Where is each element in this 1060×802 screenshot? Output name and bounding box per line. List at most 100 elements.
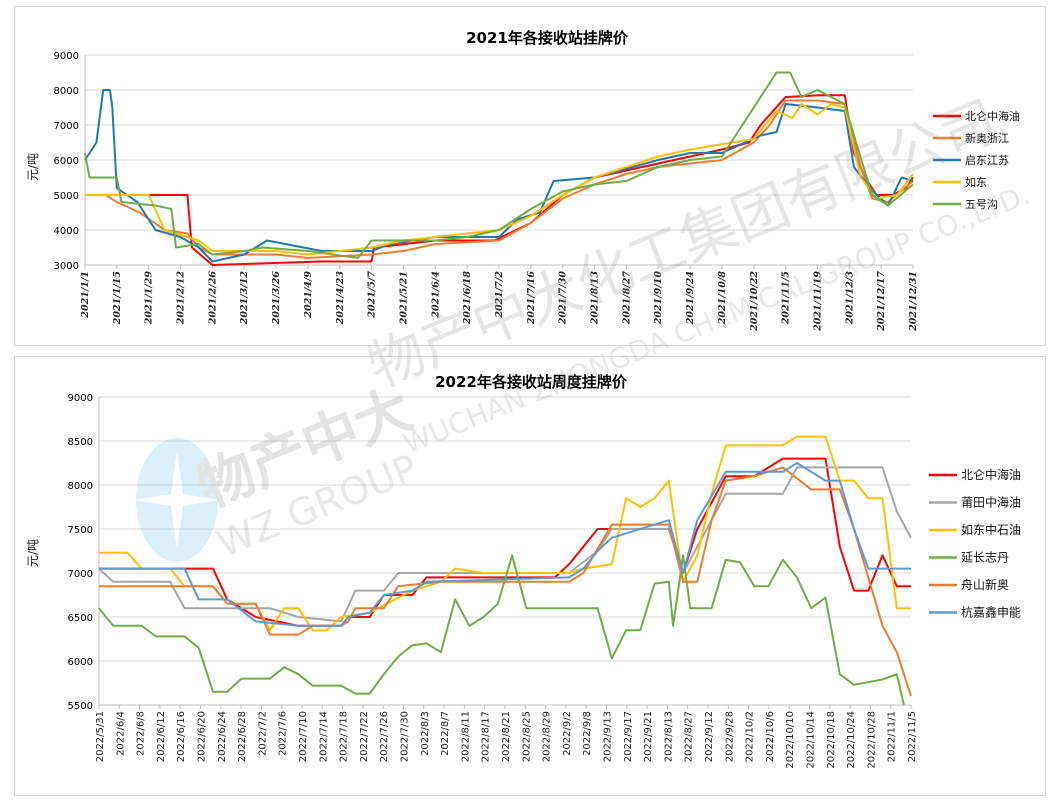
x-tick-label: 2021/11/19	[812, 271, 823, 332]
legend-label: 杭嘉鑫申能	[961, 605, 1021, 620]
x-tick-label: 2022/8/25	[521, 711, 532, 762]
x-tick-label: 2022/10/2	[745, 711, 756, 762]
chart-2022: 2022年各接收站周度挂牌价 元/吨 5500 6000 6500 7000 7500 8…	[26, 373, 1021, 769]
x-tick-label: 2021/11/5	[781, 271, 792, 326]
x-tick-label: 2021/3/12	[239, 271, 250, 326]
y-axis-label-2021: 元/吨	[26, 153, 40, 181]
x-tick-label: 2022/6/28	[237, 711, 248, 762]
x-tick-label: 2022/10/6	[765, 711, 776, 762]
x-tick-label: 2021/5/7	[367, 271, 378, 319]
y-tick-label: 4000	[54, 226, 79, 237]
x-tick-label: 2021/8/27	[621, 271, 632, 326]
x-tick-label: 2022/7/18	[339, 711, 350, 762]
x-tick-label: 2021/2/12	[176, 271, 187, 326]
y-tick-label: 9000	[68, 393, 93, 404]
x-tick-label: 2022/8/7	[440, 711, 451, 756]
x-tick-label: 2022/8/11	[460, 711, 471, 762]
legend-label: 延长志丹	[961, 551, 1009, 565]
y-tick-label: 8500	[68, 437, 93, 448]
x-tick-label: 2022/7/14	[318, 711, 329, 762]
legend-label: 莆田中海油	[961, 495, 1021, 510]
series-line	[98, 466, 912, 623]
y-tick-label: 3000	[54, 261, 79, 272]
x-tick-label: 2022/9/17	[623, 711, 634, 762]
x-tick-label: 2022/5/31	[95, 711, 106, 762]
x-tick-label: 2022/10/24	[846, 711, 857, 769]
x-tick-label: 2022/9/8	[582, 711, 593, 756]
x-tick-label: 2022/7/26	[379, 711, 390, 762]
x-tick-label: 2022/8/17	[481, 711, 492, 762]
x-tick-label: 2021/1/1	[80, 271, 91, 319]
x-tick-label: 2022/9/12	[704, 711, 715, 762]
x-tick-label: 2022/6/4	[115, 711, 126, 756]
x-tick-label: 2022/9/28	[724, 711, 735, 762]
x-tick-label: 2021/4/23	[335, 271, 346, 326]
series-line	[99, 462, 911, 627]
x-tick-label: 2022/8/3	[420, 711, 431, 756]
series-line	[84, 71, 914, 259]
x-tick-label: 2021/6/18	[462, 271, 473, 326]
x-tick-label: 2021/3/26	[271, 271, 282, 326]
y-tick-label: 5000	[54, 191, 79, 202]
series-line	[99, 466, 912, 697]
legend-label: 启东江苏	[965, 154, 1009, 167]
x-tick-label: 2021/2/26	[207, 271, 218, 326]
chart-panel-2021: 2021年各接收站挂牌价 元/吨 3000 4000 5000 6000 7000 800…	[14, 6, 1046, 346]
x-tick-label: 2021/9/10	[653, 271, 664, 326]
x-tick-label: 2021/7/2	[494, 271, 505, 319]
y-tick-label: 8000	[68, 481, 93, 492]
y-tick-label: 6000	[54, 156, 79, 167]
x-tick-label: 2022/7/10	[298, 711, 309, 762]
x-tick-label: 2021/9/24	[685, 271, 696, 325]
y-tick-label: 8000	[54, 86, 79, 97]
series-line	[98, 554, 905, 706]
x-tick-label: 2022/9/21	[643, 711, 654, 762]
x-tick-label: 2021/8/13	[590, 271, 601, 326]
legend-label: 如东	[965, 175, 987, 189]
legend-label: 如东中石油	[961, 522, 1021, 537]
y-tick-label: 6000	[68, 657, 93, 668]
x-tick-label: 2022/9/2	[562, 711, 573, 756]
chart-panel-2022: 2022年各接收站周度挂牌价 元/吨 5500 6000 6500 7000 7500 8…	[14, 356, 1046, 796]
y-axis-label-2022: 元/吨	[26, 539, 40, 567]
x-tick-label: 2021/1/29	[144, 271, 155, 326]
legend-label: 北仑中海油	[965, 109, 1020, 123]
x-tick-label: 2021/10/8	[717, 271, 728, 326]
chart-title-2021: 2021年各接收站挂牌价	[466, 29, 629, 47]
series-line	[85, 103, 914, 256]
x-tick-label: 2021/5/21	[398, 271, 409, 325]
x-tick-label: 2022/9/13	[603, 711, 614, 762]
x-tick-label: 2022/8/29	[542, 711, 553, 762]
series-line	[99, 435, 911, 632]
x-tick-label: 2022/6/16	[176, 711, 187, 762]
x-tick-label: 2022/7/6	[278, 711, 289, 756]
x-tick-label: 2022/11/1	[887, 711, 898, 762]
y-tick-label: 7000	[54, 121, 79, 132]
x-tick-label: 2021/12/31	[908, 271, 919, 332]
y-tick-label: 7000	[68, 569, 93, 580]
x-tick-label: 2022/7/30	[400, 711, 411, 762]
chart-2021: 2021年各接收站挂牌价 元/吨 3000 4000 5000 6000 7000 800…	[26, 29, 1020, 332]
x-tick-label: 2022/11/5	[907, 711, 918, 762]
x-tick-label: 2021/12/17	[876, 271, 887, 332]
x-tick-label: 2022/6/24	[217, 711, 228, 762]
x-tick-label: 2022/10/28	[866, 711, 877, 769]
x-tick-label: 2022/6/20	[197, 711, 208, 762]
x-tick-label: 2022/10/10	[785, 711, 796, 769]
x-tick-label: 2021/7/16	[526, 271, 537, 326]
x-tick-label: 2022/6/12	[156, 711, 167, 762]
legend-label: 北仑中海油	[961, 467, 1021, 482]
y-tick-label: 6500	[68, 613, 93, 624]
x-tick-label: 2022/10/14	[806, 711, 817, 769]
legend-label: 新奥浙江	[965, 131, 1009, 145]
x-tick-label: 2021/10/22	[749, 271, 760, 332]
x-tick-label: 2022/10/18	[826, 711, 837, 769]
x-tick-label: 2021/1/15	[112, 271, 123, 326]
x-tick-label: 2022/8/13	[663, 711, 674, 762]
y-tick-label: 9000	[54, 51, 79, 62]
legend-label: 五号沟	[965, 198, 998, 211]
series-line	[85, 99, 914, 259]
x-tick-label: 2022/7/22	[359, 711, 370, 762]
legend-label: 舟山新奥	[961, 577, 1009, 592]
x-tick-label: 2022/8/27	[684, 711, 695, 762]
